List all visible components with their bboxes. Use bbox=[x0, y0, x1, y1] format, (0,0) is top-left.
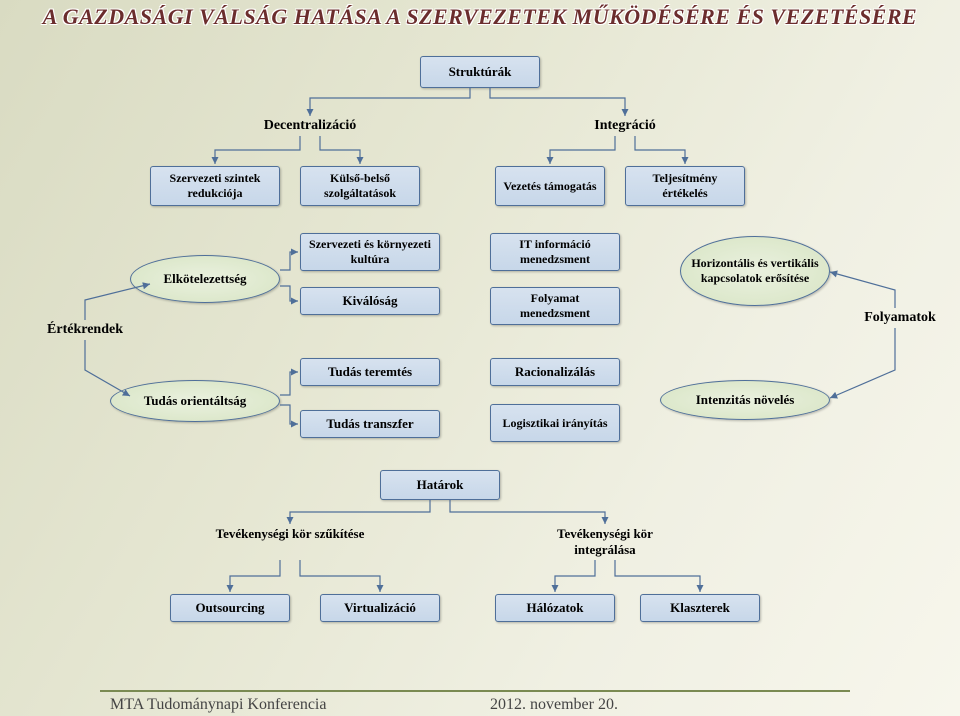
node-szerv-korny: Szervezeti és környezeti kultúra bbox=[300, 233, 440, 271]
footer-left: MTA Tudománynapi Konferencia bbox=[110, 696, 326, 714]
node-elkotelezettseg: Elkötelezettség bbox=[130, 255, 280, 303]
node-outsourcing: Outsourcing bbox=[170, 594, 290, 622]
node-kivalosag: Kiválóság bbox=[300, 287, 440, 315]
node-tudas-orient: Tudás orientáltság bbox=[110, 380, 280, 422]
footer-right: 2012. november 20. bbox=[490, 696, 618, 714]
node-folyamat-men: Folyamat menedzsment bbox=[490, 287, 620, 325]
node-vezetes-tamogatas: Vezetés támogatás bbox=[495, 166, 605, 206]
node-halozatok: Hálózatok bbox=[495, 594, 615, 622]
node-teljesitmeny: Teljesítmény értékelés bbox=[625, 166, 745, 206]
node-klaszterek: Klaszterek bbox=[640, 594, 760, 622]
node-hatarok: Határok bbox=[380, 470, 500, 500]
node-tudas-teremtes: Tudás teremtés bbox=[300, 358, 440, 386]
node-tev-szuk: Tevékenységi kör szűkítése bbox=[215, 526, 365, 542]
node-szervezeti-szintek: Szervezeti szintek redukciója bbox=[150, 166, 280, 206]
node-tev-int: Tevékenységi kör integrálása bbox=[530, 526, 680, 558]
node-it-info: IT információ menedzsment bbox=[490, 233, 620, 271]
node-intenzitas: Intenzitás növelés bbox=[660, 380, 830, 420]
node-integracio: Integráció bbox=[565, 118, 685, 134]
node-horizontalis: Horizontális és vertikális kapcsolatok e… bbox=[680, 236, 830, 306]
node-tudas-transzfer: Tudás transzfer bbox=[300, 410, 440, 438]
page-title: A GAZDASÁGI VÁLSÁG HATÁSA A SZERVEZETEK … bbox=[0, 4, 960, 30]
node-strukturak: Struktúrák bbox=[420, 56, 540, 88]
diagram-arrows bbox=[0, 0, 960, 716]
node-kulso-belso: Külső-belső szolgáltatások bbox=[300, 166, 420, 206]
node-ertekrendek: Értékrendek bbox=[35, 322, 135, 338]
node-virtualizacio: Virtualizáció bbox=[320, 594, 440, 622]
footer-divider bbox=[100, 690, 850, 692]
node-racionalizalas: Racionalizálás bbox=[490, 358, 620, 386]
node-decentralizacio: Decentralizáció bbox=[235, 118, 385, 134]
node-folyamatok: Folyamatok bbox=[850, 310, 950, 326]
node-logisztikai: Logisztikai irányítás bbox=[490, 404, 620, 442]
